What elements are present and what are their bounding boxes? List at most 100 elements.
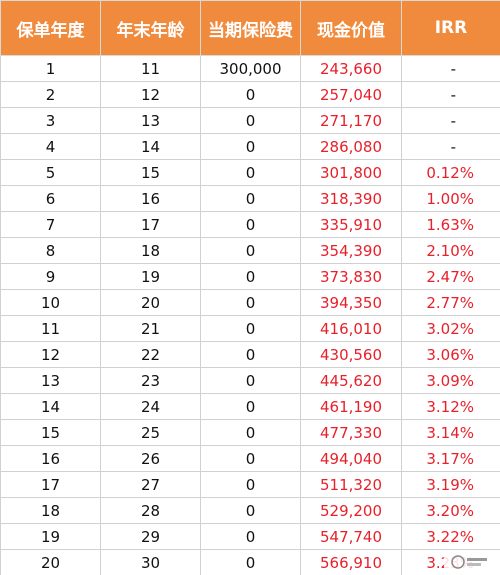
cell-policy-year: 3 (0, 107, 101, 134)
table-row: 18 28 0 529,200 3.20% (0, 497, 500, 524)
cell-cash-value: 257,040 (300, 81, 402, 108)
cell-premium: 0 (200, 81, 301, 108)
cell-age: 25 (100, 419, 201, 446)
cell-age: 27 (100, 471, 201, 498)
cell-cash-value: 494,040 (300, 445, 402, 472)
cell-cash-value: 373,830 (300, 263, 402, 290)
cell-policy-year: 14 (0, 393, 101, 420)
table-row: 8 18 0 354,390 2.10% (0, 237, 500, 264)
table-row: 3 13 0 271,170- (0, 107, 500, 134)
cell-age: 22 (100, 341, 201, 368)
cell-age: 30 (100, 549, 201, 575)
cell-cash-value: 394,350 (300, 289, 402, 316)
cell-premium: 0 (200, 107, 301, 134)
cell-cash-value: 318,390 (300, 185, 402, 212)
cell-irr: 3.20% (401, 497, 500, 524)
cell-cash-value: 461,190 (300, 393, 402, 420)
cell-irr: 2.10% (401, 237, 500, 264)
table-body: 1 11 300,000 243,660-2 12 0 257,040-3 13 0 271,17… (0, 55, 500, 575)
cell-premium: 0 (200, 367, 301, 394)
cell-premium: 300,000 (200, 55, 301, 82)
cell-premium: 0 (200, 185, 301, 212)
cell-cash-value: 286,080 (300, 133, 402, 160)
table-row: 9 19 0 373,830 2.47% (0, 263, 500, 290)
cell-cash-value: 416,010 (300, 315, 402, 342)
cell-policy-year: 4 (0, 133, 101, 160)
cell-irr: 3.17% (401, 445, 500, 472)
cell-age: 13 (100, 107, 201, 134)
cell-age: 28 (100, 497, 201, 524)
table-row: 17 27 0 511,320 3.19% (0, 471, 500, 498)
cell-age: 18 (100, 237, 201, 264)
cell-cash-value: 301,800 (300, 159, 402, 186)
cell-premium: 0 (200, 237, 301, 264)
table-row: 15 25 0 477,330 3.14% (0, 419, 500, 446)
cell-cash-value: 511,320 (300, 471, 402, 498)
cell-premium: 0 (200, 445, 301, 472)
cell-irr: 2.47% (401, 263, 500, 290)
cell-age: 23 (100, 367, 201, 394)
header-policy-year: 保单年度 (0, 0, 101, 56)
cell-age: 24 (100, 393, 201, 420)
cell-policy-year: 1 (0, 55, 101, 82)
cell-policy-year: 13 (0, 367, 101, 394)
cell-premium: 0 (200, 263, 301, 290)
cell-irr: 3.02% (401, 315, 500, 342)
cell-irr: 0.12% (401, 159, 500, 186)
cell-policy-year: 9 (0, 263, 101, 290)
cell-premium: 0 (200, 315, 301, 342)
cell-irr: 1.00% (401, 185, 500, 212)
cell-policy-year: 16 (0, 445, 101, 472)
cell-cash-value: 271,170 (300, 107, 402, 134)
cell-policy-year: 2 (0, 81, 101, 108)
cell-premium: 0 (200, 289, 301, 316)
cell-cash-value: 243,660 (300, 55, 402, 82)
header-end-of-year-age: 年末年龄 (100, 0, 201, 56)
table-row: 12 22 0 430,560 3.06% (0, 341, 500, 368)
cell-irr: 3.14% (401, 419, 500, 446)
table-row: 5 15 0 301,800 0.12% (0, 159, 500, 186)
cell-irr: 3.12% (401, 393, 500, 420)
cell-premium: 0 (200, 419, 301, 446)
cell-premium: 0 (200, 393, 301, 420)
cell-irr: 1.63% (401, 211, 500, 238)
cell-cash-value: 430,560 (300, 341, 402, 368)
cell-irr: 3.19% (401, 471, 500, 498)
cell-age: 26 (100, 445, 201, 472)
cell-policy-year: 5 (0, 159, 101, 186)
cell-cash-value: 335,910 (300, 211, 402, 238)
header-irr: IRR (401, 0, 500, 56)
table-row: 7 17 0 335,910 1.63% (0, 211, 500, 238)
cell-irr: - (401, 133, 500, 160)
cell-premium: 0 (200, 159, 301, 186)
cell-age: 20 (100, 289, 201, 316)
cell-irr: 3.06% (401, 341, 500, 368)
cell-cash-value: 547,740 (300, 523, 402, 550)
table-row: 2 12 0 257,040- (0, 81, 500, 108)
cell-age: 15 (100, 159, 201, 186)
cell-policy-year: 18 (0, 497, 101, 524)
cell-premium: 0 (200, 211, 301, 238)
cell-premium: 0 (200, 523, 301, 550)
table-row: 10 20 0 394,350 2.77% (0, 289, 500, 316)
cell-premium: 0 (200, 341, 301, 368)
logo-watermark-shape (451, 555, 487, 569)
table-row: 4 14 0 286,080- (0, 133, 500, 160)
cell-age: 11 (100, 55, 201, 82)
cell-policy-year: 8 (0, 237, 101, 264)
cell-age: 21 (100, 315, 201, 342)
cell-age: 16 (100, 185, 201, 212)
cell-premium: 0 (200, 471, 301, 498)
cell-cash-value: 445,620 (300, 367, 402, 394)
cell-irr: 2.77% (401, 289, 500, 316)
table-row: 1 11 300,000 243,660- (0, 55, 500, 82)
cell-policy-year: 20 (0, 549, 101, 575)
table-row: 6 16 0 318,390 1.00% (0, 185, 500, 212)
table-row: 16 26 0 494,040 3.17% (0, 445, 500, 472)
cell-irr: - (401, 81, 500, 108)
cell-policy-year: 10 (0, 289, 101, 316)
cell-age: 14 (100, 133, 201, 160)
cell-cash-value: 566,910 (300, 549, 402, 575)
